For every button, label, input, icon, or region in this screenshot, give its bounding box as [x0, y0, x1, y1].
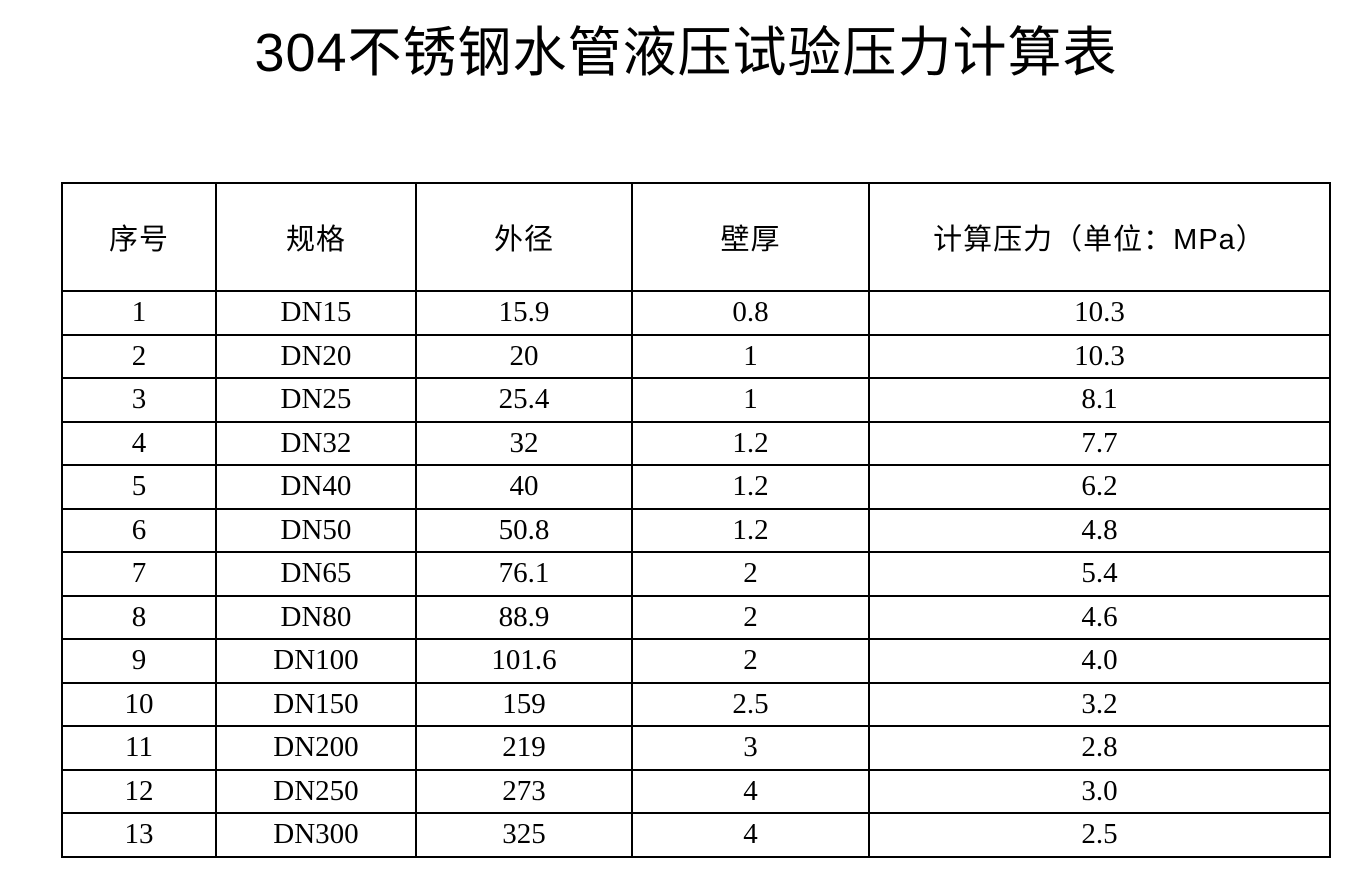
- table-cell: 3.2: [868, 681, 1331, 727]
- table-cell: 4: [61, 420, 217, 466]
- table-cell: 8.1: [868, 377, 1331, 423]
- table-cell: DN200: [215, 725, 417, 771]
- table-cell: 20: [415, 333, 633, 379]
- table-cell: DN40: [215, 464, 417, 510]
- table-cell: 2.5: [868, 812, 1331, 858]
- table-row: 6 DN50 50.8 1.2 4.8: [61, 507, 1331, 553]
- table-cell: 159: [415, 681, 633, 727]
- column-header: 序号: [61, 182, 217, 292]
- column-header: 规格: [215, 182, 417, 292]
- table-cell: 3.0: [868, 768, 1331, 814]
- table-cell: 1: [631, 377, 870, 423]
- table-row: 13 DN300 325 4 2.5: [61, 812, 1331, 858]
- table-cell: 10.3: [868, 290, 1331, 336]
- table-row: 4 DN32 32 1.2 7.7: [61, 420, 1331, 466]
- table-cell: 2: [631, 551, 870, 597]
- table-cell: 4.8: [868, 507, 1331, 553]
- table-row: 8 DN80 88.9 2 4.6: [61, 594, 1331, 640]
- table-cell: 4: [631, 812, 870, 858]
- column-header: 壁厚: [631, 182, 870, 292]
- table-cell: 2: [61, 333, 217, 379]
- table-cell: 32: [415, 420, 633, 466]
- table-cell: 50.8: [415, 507, 633, 553]
- table-cell: 1.2: [631, 507, 870, 553]
- table-row: 10 DN150 159 2.5 3.2: [61, 681, 1331, 727]
- table-cell: 2: [631, 594, 870, 640]
- table-cell: DN20: [215, 333, 417, 379]
- table-cell: 2.5: [631, 681, 870, 727]
- table-cell: 2: [631, 638, 870, 684]
- table-cell: DN15: [215, 290, 417, 336]
- table-cell: 6.2: [868, 464, 1331, 510]
- table-row: 12 DN250 273 4 3.0: [61, 768, 1331, 814]
- table-cell: DN150: [215, 681, 417, 727]
- table-cell: 0.8: [631, 290, 870, 336]
- table-cell: 4.6: [868, 594, 1331, 640]
- table-cell: 8: [61, 594, 217, 640]
- table-cell: 5.4: [868, 551, 1331, 597]
- table-cell: 3: [631, 725, 870, 771]
- table-cell: DN80: [215, 594, 417, 640]
- table-row: 11 DN200 219 3 2.8: [61, 725, 1331, 771]
- table-cell: 2.8: [868, 725, 1331, 771]
- table-cell: DN300: [215, 812, 417, 858]
- table-row: 2 DN20 20 1 10.3: [61, 333, 1331, 379]
- table-cell: 7.7: [868, 420, 1331, 466]
- table-row: 3 DN25 25.4 1 8.1: [61, 377, 1331, 423]
- table-cell: 10.3: [868, 333, 1331, 379]
- table-cell: 4: [631, 768, 870, 814]
- table-cell: DN100: [215, 638, 417, 684]
- table-row: 7 DN65 76.1 2 5.4: [61, 551, 1331, 597]
- pressure-calculation-table: 序号 规格 外径 壁厚 计算压力（单位：MPa） 1 DN15 15.9 0.8 10.3 2 DN…: [61, 182, 1331, 858]
- table-cell: 11: [61, 725, 217, 771]
- table-cell: 13: [61, 812, 217, 858]
- table-cell: 9: [61, 638, 217, 684]
- column-header: 外径: [415, 182, 633, 292]
- table-cell: 40: [415, 464, 633, 510]
- table-row: 5 DN40 40 1.2 6.2: [61, 464, 1331, 510]
- table-cell: 3: [61, 377, 217, 423]
- table-cell: 88.9: [415, 594, 633, 640]
- table-cell: 219: [415, 725, 633, 771]
- table-cell: 325: [415, 812, 633, 858]
- table-cell: 5: [61, 464, 217, 510]
- table-cell: 15.9: [415, 290, 633, 336]
- column-header: 计算压力（单位：MPa）: [868, 182, 1331, 292]
- table-cell: 101.6: [415, 638, 633, 684]
- table-cell: 1: [61, 290, 217, 336]
- table-cell: 1: [631, 333, 870, 379]
- table-cell: 10: [61, 681, 217, 727]
- table-cell: 1.2: [631, 420, 870, 466]
- table-cell: 6: [61, 507, 217, 553]
- table-cell: DN250: [215, 768, 417, 814]
- table-body: 1 DN15 15.9 0.8 10.3 2 DN20 20 1 10.3 3 DN25 25.4 1 8.…: [61, 290, 1331, 858]
- table-cell: DN65: [215, 551, 417, 597]
- table-cell: DN25: [215, 377, 417, 423]
- table-cell: 7: [61, 551, 217, 597]
- table-cell: 273: [415, 768, 633, 814]
- table-cell: 25.4: [415, 377, 633, 423]
- header-row: 序号 规格 外径 壁厚 计算压力（单位：MPa）: [61, 182, 1331, 292]
- table-cell: 4.0: [868, 638, 1331, 684]
- page-title: 304不锈钢水管液压试验压力计算表: [254, 23, 1118, 83]
- table-row: 1 DN15 15.9 0.8 10.3: [61, 290, 1331, 336]
- table-cell: 1.2: [631, 464, 870, 510]
- table-cell: 12: [61, 768, 217, 814]
- table-cell: DN32: [215, 420, 417, 466]
- table-cell: 76.1: [415, 551, 633, 597]
- table-row: 9 DN100 101.6 2 4.0: [61, 638, 1331, 684]
- table-cell: DN50: [215, 507, 417, 553]
